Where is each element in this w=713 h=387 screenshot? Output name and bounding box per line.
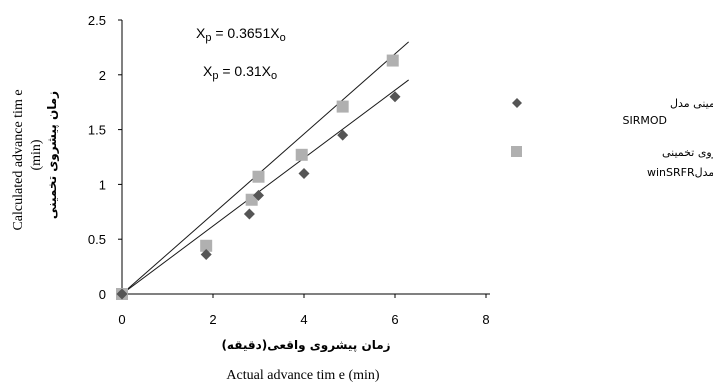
legend-series-2-line-1: زمان پیشروی تخمینی xyxy=(662,146,713,159)
legend-series-1-line-1: زمان پیشروی تخمینی مدل xyxy=(670,97,713,110)
legend: زمان پیشروی تخمینی مدل SIRMOD زمان پیشرو… xyxy=(511,97,713,179)
y-axis-label-unit: (min) xyxy=(29,139,44,170)
data-point-diamond xyxy=(337,129,349,141)
x-tick-label: 8 xyxy=(482,312,489,327)
trend-line xyxy=(121,79,409,295)
data-point-diamond xyxy=(116,288,128,300)
y-tick-label: 2 xyxy=(99,68,106,83)
trend-line xyxy=(121,41,409,295)
equation-1: Xp = 0.3651Xo xyxy=(196,25,286,44)
x-tick-group: 0 2 4 6 8 xyxy=(118,294,490,327)
data-point-diamond xyxy=(389,91,401,103)
y-tick-label: 1.5 xyxy=(88,123,106,138)
x-tick-label: 0 xyxy=(118,312,125,327)
x-axis-label-persian: زمان پیشروی واقعی(دقیقه) xyxy=(221,338,390,353)
y-tick-label: 2.5 xyxy=(88,13,106,28)
data-point-diamond xyxy=(243,208,255,220)
data-point-square xyxy=(200,239,213,252)
legend-series-2-line-2: مدلwinSRFR xyxy=(647,166,713,179)
equation-2: Xp = 0.31Xo xyxy=(203,63,277,82)
fit-lines xyxy=(121,41,409,295)
y-axis-label-english: Calculated advance tim e xyxy=(11,89,26,230)
y-tick-label: 0 xyxy=(99,287,106,302)
legend-marker-diamond xyxy=(512,98,522,108)
data-point-square xyxy=(295,148,308,161)
data-point-diamond xyxy=(298,167,310,179)
data-point-diamond xyxy=(200,249,212,261)
legend-marker-square xyxy=(511,146,522,157)
data-point-square xyxy=(252,170,265,183)
data-points xyxy=(116,54,401,300)
legend-series-1-line-2: SIRMOD xyxy=(623,114,668,127)
y-tick-label: 0.5 xyxy=(88,232,106,247)
data-point-square xyxy=(245,193,258,206)
y-tick-group: 0 0.5 1 1.5 2 2.5 xyxy=(88,13,122,302)
x-tick-label: 4 xyxy=(300,312,307,327)
data-point-diamond xyxy=(253,189,264,201)
x-tick-label: 6 xyxy=(391,312,398,327)
data-point-square xyxy=(386,54,399,67)
y-tick-label: 1 xyxy=(99,177,106,192)
y-axis-label-persian: زمان پیشروی تخمینی xyxy=(45,91,60,219)
data-point-square xyxy=(336,100,349,113)
x-tick-label: 2 xyxy=(209,312,216,327)
x-axis-label-english: Actual advance tim e (min) xyxy=(226,368,379,383)
